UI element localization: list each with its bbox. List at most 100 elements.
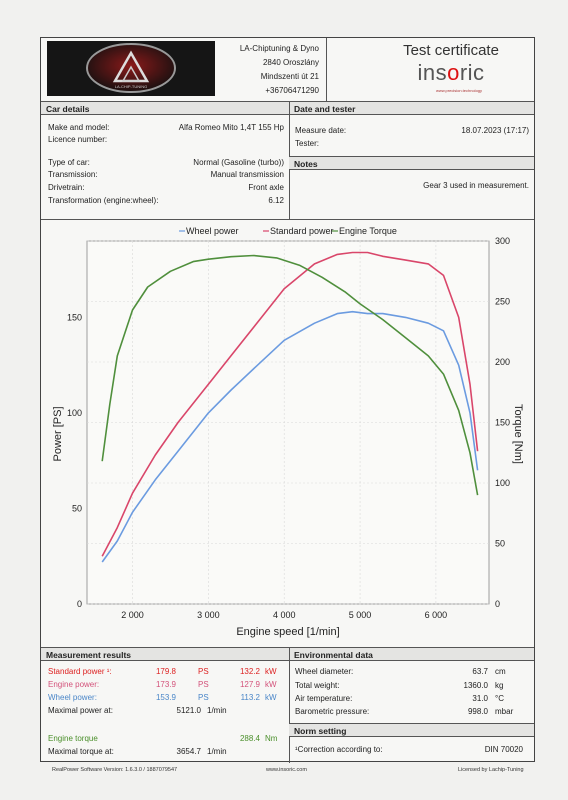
series-line-engine-torque [101,254,479,496]
car-details-header: Car details [41,101,289,115]
y-tick-label: 150 [67,312,82,322]
norm-label: ¹Correction according to: [295,745,383,754]
baro-value: 998.0 [467,707,488,716]
max-torque-value: 3654.7 [176,747,201,756]
company-address: LA-Chiptuning & Dyno 2840 Oroszlány Mind… [215,42,319,98]
weight-unit: kg [495,681,504,690]
type-value: Normal (Gasoline (turbo)) [193,158,284,167]
max-torque-label: Maximal torque at: [48,747,114,756]
series-line-standard-power [101,251,479,557]
type-label: Type of car: [48,158,90,167]
wheel-power-ps-unit: PS [198,693,209,702]
make-value: Alfa Romeo Mito 1,4T 155 Hp [178,123,284,132]
y2-axis-label: Torque [Nm] [512,404,524,464]
date-tester-header: Date and tester [289,101,534,115]
baro-unit: mbar [495,707,514,716]
max-power-label: Maximal power at: [48,706,113,715]
legend-entry: Wheel power [186,226,239,236]
wheel-diameter-value: 63.7 [472,667,488,676]
max-power-unit: 1/min [207,706,227,715]
footer-website: www.insoric.com [266,767,307,773]
max-power-value: 5121.0 [176,706,201,715]
legend-entry: Engine Torque [339,226,397,236]
air-temp-unit: °C [495,694,504,703]
y2-tick-label: 150 [495,418,510,428]
wheel-diameter-label: Wheel diameter: [295,667,354,676]
dyno-chart-svg: Wheel power Standard power Engine Torque 2… [52,226,524,638]
y-tick-label: 50 [72,503,82,513]
y2-tick-label: 0 [495,599,500,609]
drivetrain-label: Drivetrain: [48,183,85,192]
eng-power-kw-unit: kW [265,680,277,689]
tester-label: Tester: [295,139,320,148]
x-tick-label: 5 000 [349,610,372,620]
footer-software: RealPower Software Version: 1.6.3.0 / 18… [52,767,178,773]
y2-tick-label: 200 [495,357,510,367]
eng-power-label: Engine power: [48,680,100,689]
x-tick-label: 6 000 [425,610,448,620]
std-power-kw-unit: kW [265,667,277,676]
transmission-value: Manual transmission [210,170,284,179]
eng-power-ps: 173.9 [155,680,176,689]
dyno-chart: Wheel power Standard power Engine Torque 2… [41,221,536,643]
weight-label: Total weight: [295,681,340,690]
footer-license: Licensed by Lachip-Tuning [458,767,524,773]
ratio-value: 6.12 [268,196,284,205]
y-tick-label: 0 [77,599,82,609]
norm-header: Norm setting [289,723,534,737]
y2-tick-label: 250 [495,297,510,307]
x-tick-label: 4 000 [273,610,296,620]
company-logo: LA-CHIP-TUNING [47,41,215,96]
baro-label: Barometric pressure: [295,707,370,716]
measure-date-label: Measure date: [295,126,347,135]
weight-value: 1360.0 [463,681,488,690]
notes-header: Notes [289,156,534,170]
y2-tick-label: 300 [495,236,510,246]
wheel-power-kw: 113.2 [240,693,260,702]
logo-caption: LA-CHIP-TUNING [115,84,147,89]
transmission-label: Transmission: [48,170,98,179]
notes-text: Gear 3 used in measurement. [423,181,529,190]
wheel-power-kw-unit: kW [265,693,277,702]
ratio-label: Transformation (engine:wheel): [48,196,159,205]
y-tick-label: 100 [67,408,82,418]
brand-tagline: www.precision.technology [436,88,483,93]
std-power-kw: 132.2 [239,667,260,676]
test-certificate: LA-CHIP-TUNING LA-Chiptuning & Dyno 2840… [40,37,536,763]
x-tick-label: 3 000 [197,610,220,620]
norm-value: DIN 70020 [484,745,523,754]
company-phone: +36706471290 [265,86,319,95]
torque-label: Engine torque [48,734,98,743]
company-street: Mindszenti út 21 [260,72,319,81]
wheel-power-ps: 153.9 [155,693,176,702]
wheel-power-label: Wheel power: [48,693,97,702]
company-name: LA-Chiptuning & Dyno [239,44,319,53]
series-line-wheel-power [101,310,479,563]
x-tick-label: 2 000 [121,610,144,620]
std-power-ps: 179.8 [155,667,176,676]
air-temp-label: Air temperature: [295,694,353,703]
company-zip-city: 2840 Oroszlány [262,58,319,67]
wheel-diameter-unit: cm [495,667,506,676]
y2-tick-label: 50 [495,539,505,549]
eng-power-ps-unit: PS [198,680,209,689]
x-axis-label: Engine speed [1/min] [236,626,339,638]
insoric-logo: insoric [417,60,485,85]
make-label: Make and model: [48,123,110,132]
std-power-ps-unit: PS [198,667,209,676]
torque-unit: Nm [265,734,278,743]
y-axis-label: Power [PS] [52,406,64,461]
y2-tick-label: 100 [495,478,510,488]
certificate-title: Test certificate [403,42,499,59]
max-torque-unit: 1/min [207,747,227,756]
eng-power-kw: 127.9 [239,680,260,689]
results-header: Measurement results [41,647,289,661]
env-header: Environmental data [289,647,534,661]
std-power-label: Standard power ¹: [48,667,112,676]
drivetrain-value: Front axle [248,183,284,192]
air-temp-value: 31.0 [472,694,488,703]
licence-label: Licence number: [48,135,108,144]
torque-value: 288.4 [239,734,260,743]
legend-entry: Standard power [270,226,334,236]
measure-date-value: 18.07.2023 (17:17) [461,126,529,135]
